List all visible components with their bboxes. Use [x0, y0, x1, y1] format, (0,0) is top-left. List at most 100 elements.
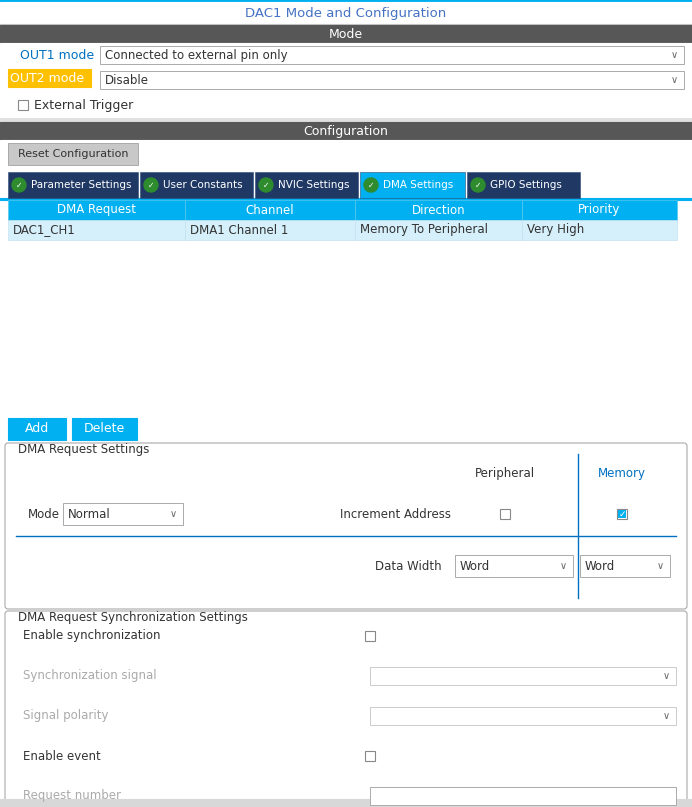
Bar [0, 43, 692, 68]
FancyBboxPatch shape [5, 443, 687, 609]
Bar [255, 172, 358, 198]
Bar [0, 122, 692, 140]
Text: ✓: ✓ [368, 181, 374, 190]
Text: OUT1 mode: OUT1 mode [20, 49, 94, 62]
Bar [8, 69, 91, 87]
Text: Very High: Very High [527, 224, 584, 236]
Bar [0, 93, 692, 118]
Bar [360, 172, 465, 198]
Bar [617, 509, 627, 519]
Text: Delete: Delete [83, 423, 125, 436]
Text: ∨: ∨ [559, 561, 567, 571]
Bar [522, 220, 677, 240]
Bar [455, 555, 573, 577]
Text: OUT2 mode: OUT2 mode [10, 72, 84, 85]
Text: Synchronization signal: Synchronization signal [23, 670, 156, 683]
Text: Memory To Peripheral: Memory To Peripheral [360, 224, 488, 236]
Bar [0, 240, 692, 390]
Bar [365, 631, 375, 641]
Bar [8, 200, 185, 220]
Text: ∨: ∨ [662, 711, 670, 721]
Bar [18, 100, 28, 110]
Bar [365, 751, 375, 761]
Bar [100, 71, 684, 89]
Bar [0, 24, 692, 25]
Bar [0, 25, 692, 43]
Bar [16, 445, 146, 455]
Bar [8, 220, 185, 240]
Text: ✓: ✓ [618, 509, 626, 519]
Text: DMA Request: DMA Request [57, 203, 136, 216]
Bar [0, 198, 692, 200]
Bar [0, 799, 692, 807]
Bar [370, 707, 676, 725]
Bar [140, 172, 253, 198]
Circle shape [259, 178, 273, 192]
Bar [8, 418, 66, 440]
FancyBboxPatch shape [5, 611, 687, 807]
Text: DMA Request Synchronization Settings: DMA Request Synchronization Settings [18, 612, 248, 625]
Text: DAC1 Mode and Configuration: DAC1 Mode and Configuration [246, 6, 446, 19]
Text: Mode: Mode [329, 27, 363, 40]
Bar [0, 140, 692, 168]
Text: Direction: Direction [412, 203, 465, 216]
Text: External Trigger: External Trigger [34, 98, 134, 111]
Text: Peripheral: Peripheral [475, 467, 535, 480]
Text: Parameter Settings: Parameter Settings [31, 180, 131, 190]
Text: Add: Add [25, 423, 49, 436]
Text: NVIC Settings: NVIC Settings [278, 180, 349, 190]
Text: ✓: ✓ [475, 181, 481, 190]
Bar [100, 46, 684, 64]
Text: Channel: Channel [246, 203, 294, 216]
Bar [8, 143, 138, 165]
Circle shape [471, 178, 485, 192]
Bar [63, 503, 183, 525]
Bar [185, 200, 355, 220]
Bar [580, 555, 670, 577]
Text: Disable: Disable [105, 73, 149, 86]
Text: DAC1_CH1: DAC1_CH1 [13, 224, 75, 236]
Text: Enable synchronization: Enable synchronization [23, 629, 161, 642]
Text: Configuration: Configuration [304, 124, 388, 137]
Text: Mode: Mode [28, 508, 60, 521]
Bar [355, 220, 522, 240]
Text: Request number: Request number [23, 789, 121, 802]
Bar [0, 118, 692, 122]
Text: ✓: ✓ [148, 181, 154, 190]
Text: Reset Configuration: Reset Configuration [18, 149, 128, 159]
Text: DMA Request Settings: DMA Request Settings [18, 444, 149, 457]
Text: Priority: Priority [579, 203, 621, 216]
Text: ∨: ∨ [657, 561, 664, 571]
Bar [370, 667, 676, 685]
Text: GPIO Settings: GPIO Settings [490, 180, 562, 190]
Bar [72, 418, 137, 440]
Bar [618, 510, 626, 518]
Text: ✓: ✓ [263, 181, 269, 190]
Bar [8, 172, 138, 198]
Text: Data Width: Data Width [375, 559, 441, 572]
Text: ∨: ∨ [170, 509, 176, 519]
Text: Increment Address: Increment Address [340, 508, 451, 521]
Text: Word: Word [585, 559, 615, 572]
Text: ✓: ✓ [16, 181, 22, 190]
Text: Enable event: Enable event [23, 750, 101, 763]
Text: ∨: ∨ [662, 671, 670, 681]
Circle shape [12, 178, 26, 192]
Bar [0, 68, 692, 93]
Circle shape [364, 178, 378, 192]
Text: DMA Settings: DMA Settings [383, 180, 453, 190]
Text: ∨: ∨ [671, 75, 677, 85]
Bar [0, 2, 692, 24]
Bar [355, 200, 522, 220]
Text: ∨: ∨ [671, 50, 677, 60]
Bar [0, 0, 692, 2]
Bar [16, 613, 216, 623]
Text: Memory: Memory [598, 467, 646, 480]
Text: DMA1 Channel 1: DMA1 Channel 1 [190, 224, 289, 236]
Text: Word: Word [460, 559, 490, 572]
Text: Normal: Normal [68, 508, 111, 521]
Bar [185, 220, 355, 240]
Text: Connected to external pin only: Connected to external pin only [105, 48, 288, 61]
Bar [522, 200, 677, 220]
Bar [467, 172, 580, 198]
